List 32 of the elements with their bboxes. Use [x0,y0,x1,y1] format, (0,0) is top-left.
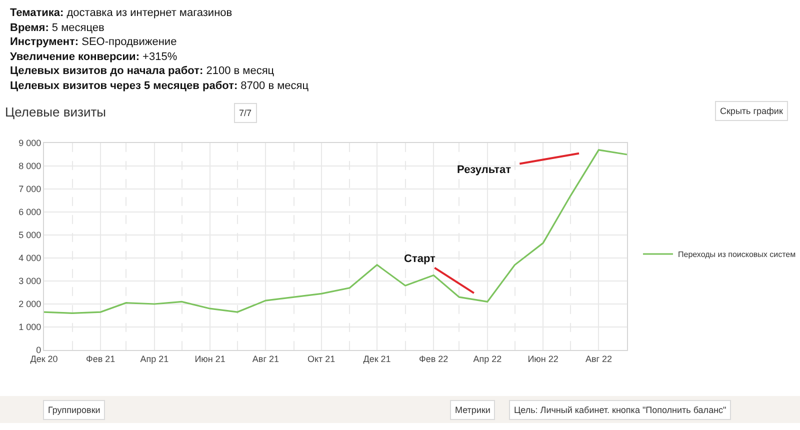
y-tick-label: 6 000 [18,207,42,218]
annotation: Результат [457,164,512,176]
text: Скрыть график [720,106,783,116]
y-tick-label: 5 000 [18,230,42,240]
y-tick-label: 1 000 [18,322,42,332]
x-tick-label: Апр 21 [140,354,169,364]
y-tick-label: 0 [36,345,42,356]
y-tick-label: 2 000 [18,299,42,310]
chart-title: Целевые визиты [5,104,106,120]
x-tick-label: Фев 21 [86,354,116,364]
text: Тематика: доставка из интернет магазинов Время: 5 месяцев Инструмент: SEO-продвижение Увеличение конверсии: +315% Целевых визитов до начала работ: 2100 в месяц Целевых визитов через 5 месяцев работ: 8700 в месяц [10,7,309,92]
x-tick-label: Окт 21 [308,354,336,364]
x-tick-label: Июн 22 [528,354,558,364]
legend-label: Переходы из поисковых систем [678,250,796,260]
text: 7/7 [239,108,252,118]
text: Метрики [455,405,490,415]
x-tick-label: Фев 22 [419,354,448,364]
x-tick-label: Дек 21 [363,354,391,364]
x-tick-label: Авг 21 [252,354,279,364]
y-tick-label: 3 000 [18,276,42,286]
annotation: Старт [404,253,436,265]
x-tick-label: Дек 20 [30,354,58,364]
line-series [44,149,627,314]
x-tick-label: Июн 21 [194,354,226,364]
x-tick-label: Апр 22 [473,354,502,364]
y-tick-label: 9 000 [18,138,42,148]
x-tick-label: Авг 22 [585,354,612,364]
text: Цель: Личный кабинет. кнопка "Пополнить баланс" [514,405,726,415]
y-tick-label: 7 000 [18,184,42,194]
y-tick-label: 8 000 [18,161,42,172]
y-tick-label: 4 000 [18,253,42,264]
text: Группировки [48,405,100,415]
